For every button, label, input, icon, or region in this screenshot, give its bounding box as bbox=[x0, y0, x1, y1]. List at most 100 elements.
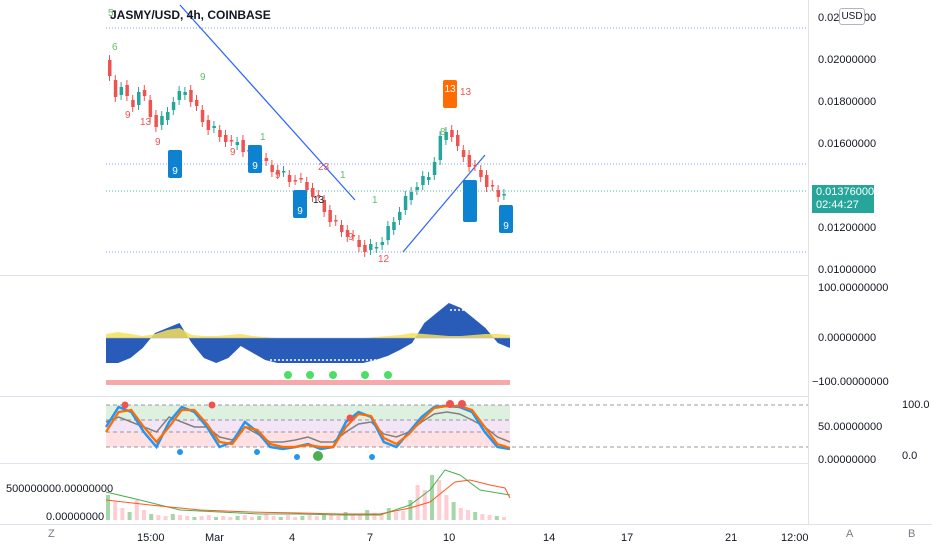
candle-body bbox=[195, 100, 199, 106]
osc-label: −100.00000000 bbox=[812, 376, 889, 388]
svg-text:9: 9 bbox=[172, 166, 178, 177]
volume-bar bbox=[358, 515, 362, 520]
volume-bar bbox=[307, 515, 312, 520]
candle-body bbox=[166, 112, 170, 120]
svg-text:9: 9 bbox=[200, 72, 206, 83]
candle-body bbox=[305, 182, 309, 190]
svg-text:1: 1 bbox=[260, 132, 266, 143]
volume-bar bbox=[415, 485, 420, 520]
candle-body bbox=[293, 180, 298, 182]
candle-body bbox=[212, 126, 216, 128]
candle-body bbox=[316, 195, 321, 197]
candle-body bbox=[142, 90, 147, 96]
price-label: 0.01200000 bbox=[818, 222, 877, 234]
volume-label: 500000000.00000000 bbox=[6, 483, 114, 495]
candle-body bbox=[322, 200, 327, 212]
candle-body bbox=[432, 162, 437, 175]
candle-body bbox=[229, 140, 234, 142]
candle-body bbox=[444, 132, 448, 140]
volume-bar bbox=[372, 513, 377, 520]
candle-body bbox=[235, 142, 240, 145]
volume-bar bbox=[163, 516, 168, 520]
candle-body bbox=[224, 135, 228, 142]
svg-text:1: 1 bbox=[340, 170, 346, 181]
timezone-button[interactable]: Z bbox=[48, 528, 55, 540]
candle-body bbox=[345, 230, 350, 237]
volume-bar bbox=[451, 502, 456, 520]
time-label: 4 bbox=[289, 532, 296, 544]
candle-body bbox=[369, 244, 373, 250]
volume-bar bbox=[502, 517, 506, 520]
candle-body bbox=[473, 165, 477, 167]
time-axis[interactable] bbox=[0, 524, 932, 551]
volume-bar bbox=[250, 517, 254, 520]
candle-body bbox=[282, 171, 286, 173]
candle-body bbox=[183, 92, 187, 95]
candle-body bbox=[206, 120, 211, 130]
candle-body bbox=[479, 170, 483, 177]
stoch-pane bbox=[104, 400, 808, 461]
volume-bar bbox=[149, 514, 154, 520]
candle-body bbox=[363, 245, 367, 252]
time-label: 21 bbox=[725, 532, 738, 544]
volume-bar bbox=[221, 516, 226, 520]
volume-bar bbox=[293, 517, 298, 520]
volume-bar bbox=[408, 500, 413, 520]
candle-body bbox=[374, 247, 379, 249]
stoch-label: 100.0 bbox=[902, 399, 930, 411]
stoch-label: 50.00000000 bbox=[818, 421, 883, 433]
volume-bar bbox=[437, 480, 442, 520]
stoch-label: 0.0 bbox=[902, 450, 918, 462]
volume-bar bbox=[156, 515, 161, 520]
volume-bar bbox=[458, 508, 463, 520]
svg-text:9: 9 bbox=[155, 137, 161, 148]
time-label: Mar bbox=[205, 532, 224, 544]
auto-scale-button[interactable]: A bbox=[846, 528, 854, 540]
candle-body bbox=[456, 135, 460, 146]
price-label: 0.01000000 bbox=[818, 264, 877, 276]
candle-body bbox=[490, 185, 495, 187]
candle-body bbox=[467, 155, 472, 167]
volume-bar bbox=[386, 508, 391, 520]
pane-separator[interactable] bbox=[0, 275, 932, 276]
osc-label: 0.00000000 bbox=[818, 332, 877, 344]
candle-body bbox=[485, 175, 489, 187]
volume-bar bbox=[271, 516, 276, 520]
svg-text:13: 13 bbox=[313, 195, 325, 206]
symbol-title: JASMY/USD, 4h, COINBASE bbox=[110, 8, 271, 22]
svg-text:9: 9 bbox=[348, 232, 354, 243]
log-scale-button[interactable]: B bbox=[908, 528, 916, 540]
volume-bar bbox=[430, 475, 434, 520]
volume-bar bbox=[235, 516, 240, 520]
price-label: 0.01600000 bbox=[818, 138, 877, 150]
candle-body bbox=[125, 85, 129, 96]
candle-body bbox=[264, 158, 269, 161]
candle-body bbox=[113, 80, 118, 97]
candle-body bbox=[357, 240, 361, 247]
time-label: 17 bbox=[621, 532, 634, 544]
trendline-up bbox=[402, 154, 486, 253]
volume-bar bbox=[394, 512, 398, 520]
svg-text:9: 9 bbox=[230, 147, 236, 158]
volume-bar bbox=[170, 514, 175, 520]
pane-separator[interactable] bbox=[0, 463, 932, 464]
svg-text:9: 9 bbox=[503, 221, 509, 232]
candle-body bbox=[311, 188, 315, 197]
last-price: 0.01376000 bbox=[816, 186, 875, 198]
candle-body bbox=[160, 116, 164, 125]
volume-bar bbox=[113, 502, 118, 520]
candle-body bbox=[386, 226, 390, 240]
volume-bar bbox=[199, 516, 204, 520]
volume-bar bbox=[329, 515, 334, 520]
svg-text:13: 13 bbox=[444, 84, 456, 95]
price-axis[interactable] bbox=[808, 0, 932, 524]
volume-bar bbox=[192, 517, 197, 520]
volume-bar bbox=[228, 517, 233, 520]
currency-button[interactable]: USD bbox=[839, 8, 865, 25]
candle-body bbox=[421, 176, 425, 185]
svg-text:9: 9 bbox=[252, 161, 258, 172]
volume-bar bbox=[473, 512, 478, 520]
pane-separator[interactable] bbox=[0, 396, 932, 397]
svg-text:9: 9 bbox=[125, 110, 131, 121]
